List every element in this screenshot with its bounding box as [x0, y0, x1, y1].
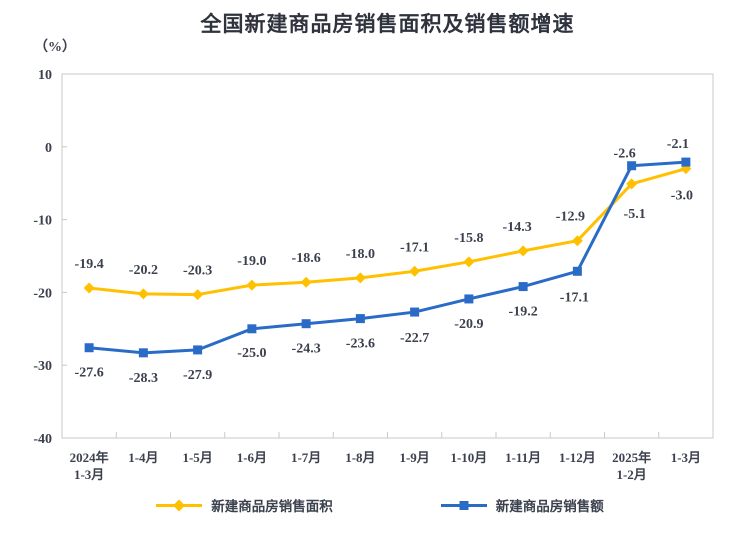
- x-axis-category-label: 1-6月: [237, 450, 267, 465]
- yellow-diamond-line-icon: [156, 499, 203, 511]
- data-point-label: -18.0: [346, 247, 375, 262]
- square-marker: [193, 345, 203, 355]
- x-axis-category-label: 1-3月: [74, 467, 104, 482]
- data-point-label: -17.1: [400, 240, 429, 255]
- x-axis-category-label: 1-12月: [559, 450, 596, 465]
- plot-border: [61, 73, 714, 439]
- data-point-label: -15.8: [454, 231, 483, 246]
- square-marker: [301, 319, 311, 329]
- diamond-marker: [354, 272, 366, 284]
- data-point-label: -18.6: [292, 251, 321, 266]
- diamond-marker: [626, 178, 638, 190]
- data-point-label: -19.4: [75, 257, 104, 272]
- y-axis-tick-label: -30: [33, 359, 52, 374]
- blue-square-line-icon: [440, 500, 487, 510]
- diamond-marker: [83, 282, 95, 294]
- y-axis-unit-label: （%）: [34, 40, 76, 55]
- square-marker: [627, 161, 637, 171]
- legend-item-sales-area: 新建商品房销售面积: [156, 495, 333, 515]
- x-axis-category-label: 2024年: [70, 450, 109, 465]
- data-point-label: -12.9: [556, 210, 585, 225]
- data-point-label: -5.1: [624, 207, 646, 222]
- line-chart-plot: 10 0 -10 -20 -30 -40 2024年 1-3月 1-4月 1-5月 1-6月 1-7月…: [33, 68, 714, 482]
- diamond-marker: [192, 289, 204, 301]
- data-point-label: -19.2: [509, 305, 538, 320]
- data-point-label: -17.1: [560, 290, 589, 305]
- square-marker: [464, 294, 474, 304]
- x-axis-category-label: 1-8月: [345, 450, 375, 465]
- data-point-label: -3.0: [671, 189, 693, 204]
- y-axis-tick-label: 10: [38, 68, 52, 83]
- diamond-marker: [463, 256, 475, 268]
- diamond-marker: [300, 276, 312, 288]
- diamond-marker: [409, 265, 421, 277]
- diamond-marker: [571, 235, 583, 247]
- x-axis-category-label: 1-3月: [671, 450, 701, 465]
- x-axis-category-label: 1-4月: [128, 450, 158, 465]
- chart-legend: 新建商品房销售面积 新建商品房销售额: [6, 495, 748, 515]
- x-axis-category-label: 2025年: [612, 450, 651, 465]
- square-marker: [84, 343, 94, 353]
- x-axis-category-label: 1-5月: [182, 450, 212, 465]
- y-axis-tick-label: 0: [45, 141, 52, 156]
- y-axis-tick-label: -20: [33, 286, 52, 301]
- x-axis-category-label: 1-11月: [505, 450, 541, 465]
- square-marker: [247, 324, 257, 334]
- series-line-0: [87, 167, 688, 297]
- data-point-label: -14.3: [503, 220, 532, 235]
- square-marker: [518, 282, 528, 292]
- y-axis-tick-label: -40: [33, 432, 52, 447]
- data-point-label: -27.9: [183, 368, 212, 383]
- x-axis-category-label: 1-2月: [616, 467, 646, 482]
- diamond-marker: [137, 288, 149, 300]
- data-point-label: -20.9: [454, 317, 483, 332]
- data-point-label: -23.6: [346, 337, 375, 352]
- square-marker: [138, 348, 148, 358]
- square-marker: [355, 314, 365, 324]
- square-marker: [681, 157, 691, 167]
- diamond-marker: [517, 245, 529, 257]
- legend-item-sales-amount: 新建商品房销售额: [440, 495, 604, 515]
- x-axis-category-label: 1-7月: [291, 450, 321, 465]
- data-point-label: -25.0: [237, 346, 266, 361]
- data-point-label: -2.1: [667, 137, 689, 152]
- data-point-label: -20.3: [183, 264, 212, 279]
- square-marker: [572, 266, 582, 276]
- square-marker: [410, 307, 420, 317]
- data-point-label: -27.6: [75, 366, 104, 381]
- data-point-label: -19.0: [237, 254, 266, 269]
- y-axis-tick-label: -10: [33, 214, 52, 229]
- chart-title: 全国新建商品房销售面积及销售额增速: [200, 13, 575, 36]
- series-line-1: [87, 160, 688, 355]
- legend-label-sales-area: 新建商品房销售面积: [211, 499, 333, 514]
- x-axis-category-label: 1-10月: [450, 450, 487, 465]
- data-point-label: -24.3: [292, 342, 321, 357]
- x-axis-category-label: 1-9月: [399, 450, 429, 465]
- data-point-label: -2.6: [614, 147, 636, 162]
- data-point-label: -20.2: [129, 263, 158, 278]
- data-point-label: -28.3: [129, 371, 158, 386]
- data-point-label: -22.7: [400, 331, 429, 346]
- diamond-marker: [246, 279, 258, 291]
- legend-label-sales-amount: 新建商品房销售额: [495, 499, 604, 514]
